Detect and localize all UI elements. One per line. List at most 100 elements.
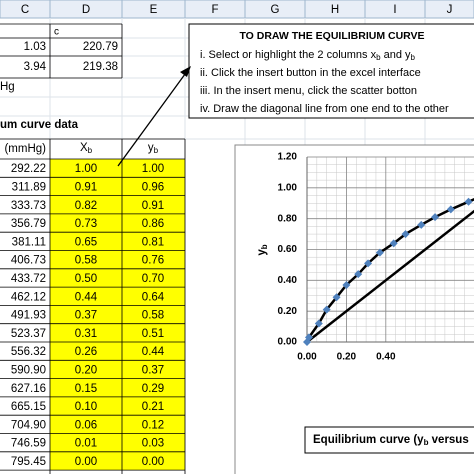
textbox-line: i. Select or highlight the 2 columns xb … bbox=[200, 49, 416, 62]
cell-text: 220.79 bbox=[83, 41, 118, 53]
header-cell: yb bbox=[148, 142, 159, 155]
data-point bbox=[303, 338, 311, 346]
cell-text: 0.44 bbox=[75, 291, 98, 303]
cell-text: 0.51 bbox=[142, 328, 164, 340]
cell-text: 523.37 bbox=[11, 328, 46, 340]
data-point bbox=[364, 259, 373, 268]
data-point bbox=[332, 293, 341, 302]
column-header[interactable]: F bbox=[211, 4, 218, 16]
data-point bbox=[401, 230, 410, 239]
column-header[interactable]: H bbox=[331, 4, 339, 16]
subscript: b bbox=[411, 53, 416, 62]
cell-text: 0.65 bbox=[75, 236, 97, 248]
x-tick-label: 0.40 bbox=[376, 352, 396, 363]
text-segment: i. Select or highlight the 2 columns x bbox=[200, 49, 377, 61]
table-title: um curve data bbox=[0, 119, 79, 131]
cell-text: 0.96 bbox=[142, 181, 164, 193]
textbox-line: iii. In the insert menu, click the scatt… bbox=[200, 85, 417, 97]
cell-text: 0.73 bbox=[75, 218, 97, 230]
cell-text: 406.73 bbox=[11, 255, 46, 267]
data-point bbox=[375, 248, 384, 257]
cell-text: 0.37 bbox=[142, 364, 164, 376]
cell-text: 292.22 bbox=[11, 163, 46, 175]
cell-text: 0.29 bbox=[142, 383, 164, 395]
cell-text: 0.00 bbox=[75, 456, 97, 468]
cell-text: 311.89 bbox=[12, 181, 46, 193]
x-tick-label: 0.20 bbox=[337, 352, 357, 363]
data-point bbox=[446, 205, 455, 214]
data-point bbox=[431, 213, 440, 222]
diagonal-line bbox=[306, 209, 474, 343]
x-tick-label: 0.00 bbox=[297, 352, 317, 363]
cell-text: 491.93 bbox=[11, 310, 46, 322]
header-cell: (mmHg) bbox=[4, 143, 46, 155]
cell-text: 0.37 bbox=[75, 310, 97, 322]
text-segment: y bbox=[256, 249, 268, 256]
cell-text: 0.64 bbox=[142, 291, 165, 303]
cell-text: 0.86 bbox=[142, 218, 164, 230]
cell-text: 0.50 bbox=[75, 273, 97, 285]
cell-text: 556.32 bbox=[11, 346, 46, 358]
text-segment: and y bbox=[381, 49, 411, 61]
data-point bbox=[354, 270, 363, 279]
cell-text: 0.06 bbox=[75, 419, 97, 431]
text-segment: iv. Draw the diagonal line from one end … bbox=[200, 103, 449, 115]
chart-title: Equilibrium curve (yb versus bbox=[313, 434, 469, 447]
cell-text: 665.15 bbox=[11, 401, 46, 413]
y-tick-label: 1.20 bbox=[278, 152, 298, 163]
cell-text: 746.59 bbox=[11, 438, 46, 450]
y-tick-label: 0.80 bbox=[278, 213, 298, 224]
textbox-title: TO DRAW THE EQUILIBRIUM CURVE bbox=[239, 30, 424, 42]
y-tick-label: 0.60 bbox=[278, 244, 298, 255]
arrow bbox=[117, 69, 189, 167]
cell-text: 0.81 bbox=[142, 236, 164, 248]
cell-text: 0.15 bbox=[75, 383, 97, 395]
cell-text: 0.01 bbox=[75, 438, 97, 450]
cell-text: 0.91 bbox=[75, 181, 97, 193]
y-tick-label: 1.00 bbox=[278, 182, 298, 193]
cell-text: 1.00 bbox=[75, 163, 97, 175]
cell-text: 0.10 bbox=[75, 401, 97, 413]
data-point bbox=[389, 239, 398, 248]
text-segment: iii. In the insert menu, click the scatt… bbox=[200, 85, 417, 97]
column-header[interactable]: G bbox=[271, 4, 280, 16]
cell-text: 704.90 bbox=[11, 419, 46, 431]
column-header[interactable]: E bbox=[150, 4, 158, 16]
cell-text: 795.45 bbox=[11, 456, 46, 468]
cell-text: 0.76 bbox=[142, 255, 164, 267]
cell-text: 590.90 bbox=[11, 364, 46, 376]
column-header[interactable]: C bbox=[21, 4, 29, 16]
cell-text: Hg bbox=[0, 81, 15, 93]
column-header-bar bbox=[0, 0, 474, 19]
data-point bbox=[342, 280, 351, 289]
text-segment: versus bbox=[428, 434, 468, 446]
cell-text: 462.12 bbox=[11, 291, 46, 303]
y-tick-label: 0.20 bbox=[278, 306, 298, 317]
cell-text: 627.16 bbox=[11, 383, 46, 395]
cell-text: 0.70 bbox=[142, 273, 164, 285]
cell-text: 0.00 bbox=[142, 456, 164, 468]
column-header[interactable]: D bbox=[82, 4, 90, 16]
data-point bbox=[322, 305, 331, 314]
cell-text: 3.94 bbox=[24, 61, 47, 73]
text-segment: y bbox=[148, 142, 154, 154]
data-point bbox=[417, 220, 426, 229]
cell-text: 1.00 bbox=[142, 163, 164, 175]
cell-text: 0.82 bbox=[75, 200, 97, 212]
chart-area bbox=[234, 144, 474, 474]
cell-text: 333.73 bbox=[11, 200, 46, 212]
subscript: b bbox=[376, 53, 381, 62]
highlight bbox=[50, 159, 185, 471]
cell-text: 356.79 bbox=[11, 218, 46, 230]
subscript: b bbox=[424, 438, 429, 447]
cell-text: 1.03 bbox=[24, 41, 46, 53]
column-header[interactable]: I bbox=[393, 4, 396, 16]
textbox-line: iv. Draw the diagonal line from one end … bbox=[200, 103, 449, 115]
text-segment: Equilibrium curve (y bbox=[313, 434, 424, 446]
cell-text: c bbox=[54, 27, 59, 38]
chart-title-box bbox=[304, 426, 474, 454]
subscript: b bbox=[154, 146, 159, 155]
column-header[interactable]: J bbox=[447, 4, 453, 16]
header-cell: Xb bbox=[80, 142, 93, 155]
